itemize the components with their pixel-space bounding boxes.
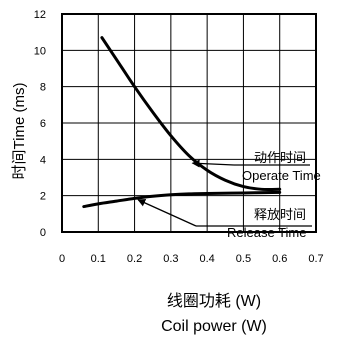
x-axis-label-en: Coil power (W) [161, 318, 267, 335]
x-tick-label: 0.4 [199, 253, 214, 265]
y-tick-label: 8 [40, 82, 46, 94]
x-ticks: 0 0.1 0.2 0.3 0.4 0.5 0.6 0.7 [59, 253, 324, 265]
plot-frame [61, 13, 317, 233]
y-tick-label: 4 [40, 154, 46, 166]
series-layer [82, 36, 282, 209]
y-tick-label: 6 [40, 118, 46, 130]
grid [62, 14, 316, 232]
release-leader-arrow [137, 199, 197, 227]
y-tick-label: 2 [40, 191, 46, 203]
y-tick-label: 12 [34, 9, 46, 21]
x-axis-label-cn: 线圈功耗 (W) [167, 292, 261, 310]
operate-time-line [100, 36, 282, 192]
x-tick-label: 0.5 [236, 253, 251, 265]
x-tick-label: 0.1 [91, 253, 106, 265]
y-tick-label: 0 [40, 227, 46, 239]
operate-label-en: Operate Time [242, 168, 321, 183]
x-tick-label: 0.3 [163, 253, 178, 265]
x-tick-label: 0 [59, 253, 65, 265]
release-label-en: Release Time [227, 225, 306, 240]
y-tick-label: 10 [34, 45, 46, 57]
release-label-cn: 释放时间 [254, 207, 306, 222]
y-axis-label: 时间Time (ms) [11, 83, 28, 180]
release-time-line [82, 190, 282, 209]
operate-label-cn: 动作时间 [254, 150, 306, 165]
x-tick-label: 0.2 [127, 253, 142, 265]
x-tick-label: 0.7 [308, 253, 323, 265]
operate-leader-arrow [191, 159, 235, 168]
x-tick-label: 0.6 [272, 253, 287, 265]
y-ticks: 0 2 4 6 8 10 12 [34, 9, 46, 239]
